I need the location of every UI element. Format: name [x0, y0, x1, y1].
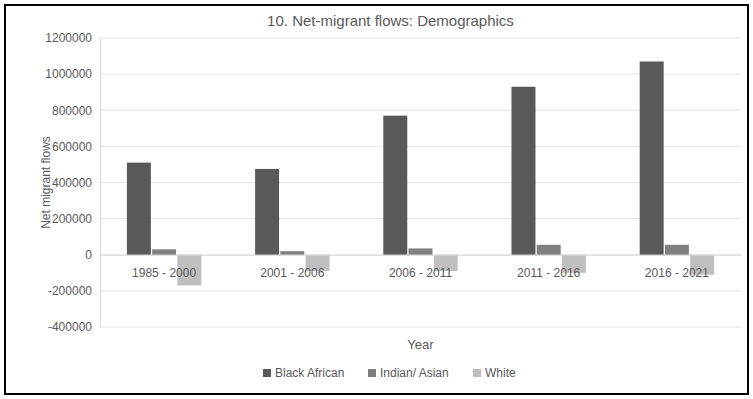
x-tick: 2006 - 2011 [389, 255, 452, 281]
y-tick-label: 1000000 [45, 67, 92, 81]
series [127, 61, 664, 254]
y-tick: 200000 [52, 212, 100, 226]
bar [152, 249, 176, 254]
x-axis-title: Year [407, 337, 434, 352]
bar [665, 245, 689, 255]
legend: Black African Indian/ Asian White [263, 366, 516, 380]
bar [537, 245, 561, 255]
grid-line [100, 38, 741, 39]
bar [640, 61, 664, 254]
x-axis: 1985 - 2000 2001 - 2006 2006 - 2011 2011 - … [101, 255, 742, 281]
x-tick-label: 2011 - 2016 [517, 266, 580, 280]
x-tick: 2001 - 2006 [260, 255, 324, 281]
y-tick-label: 800000 [52, 104, 92, 118]
legend-swatch [368, 369, 376, 377]
y-tick: 1000000 [45, 67, 100, 81]
plot: -400000 -200000 0 200000 400000 600000 800000 1… [45, 31, 741, 334]
grid-line [100, 327, 741, 328]
x-tick-label: 2006 - 2011 [389, 266, 452, 280]
y-tick: 0 [85, 248, 100, 262]
y-tick: 1200000 [45, 31, 100, 45]
y-tick: 800000 [52, 104, 100, 118]
y-axis: -400000 -200000 0 200000 400000 600000 800000 1… [45, 31, 100, 334]
y-axis-title: Net migrant flows [39, 136, 53, 229]
bar [127, 163, 151, 255]
y-tick-label: 400000 [52, 176, 92, 190]
y-axis-line [100, 39, 101, 328]
y-tick-label: -200000 [48, 284, 92, 298]
grid-line [100, 290, 741, 291]
x-tick-label: 2001 - 2006 [260, 266, 324, 280]
legend-label: Black African [275, 366, 344, 380]
y-tick: 600000 [52, 140, 100, 154]
legend-label: White [485, 366, 516, 380]
legend-item: White [473, 366, 516, 380]
bar [280, 251, 304, 255]
x-tick: 1985 - 2000 [132, 255, 196, 281]
grid [100, 38, 741, 327]
legend-label: Indian/ Asian [380, 366, 449, 380]
title: 10. Net-migrant flows: Demographics [267, 12, 514, 29]
legend-swatch [263, 369, 271, 377]
legend-swatch [473, 369, 481, 377]
legend-item: Indian/ Asian [368, 366, 449, 380]
y-tick-label: 200000 [52, 212, 92, 226]
chart: -400000 -200000 0 200000 400000 600000 800000 1… [0, 0, 753, 399]
series [152, 245, 689, 255]
bar [383, 116, 407, 255]
chart-frame [5, 5, 748, 394]
bar [409, 248, 433, 254]
y-tick: 400000 [52, 176, 100, 190]
y-tick-label: 600000 [52, 140, 92, 154]
series [177, 255, 714, 286]
y-tick-label: -400000 [48, 320, 92, 334]
y-tick: -400000 [48, 320, 100, 334]
x-tick: 2016 - 2021 [645, 255, 709, 281]
y-tick-label: 0 [85, 248, 92, 262]
y-tick: -200000 [48, 284, 100, 298]
bar [512, 87, 536, 255]
x-tick-label: 1985 - 2000 [132, 266, 196, 280]
bars [127, 61, 714, 285]
x-tick: 2011 - 2016 [517, 255, 580, 281]
x-axis-line [101, 255, 742, 256]
y-tick-label: 1200000 [45, 31, 92, 45]
x-tick-label: 2016 - 2021 [645, 266, 709, 280]
legend-item: Black African [263, 366, 344, 380]
bar [255, 169, 279, 255]
